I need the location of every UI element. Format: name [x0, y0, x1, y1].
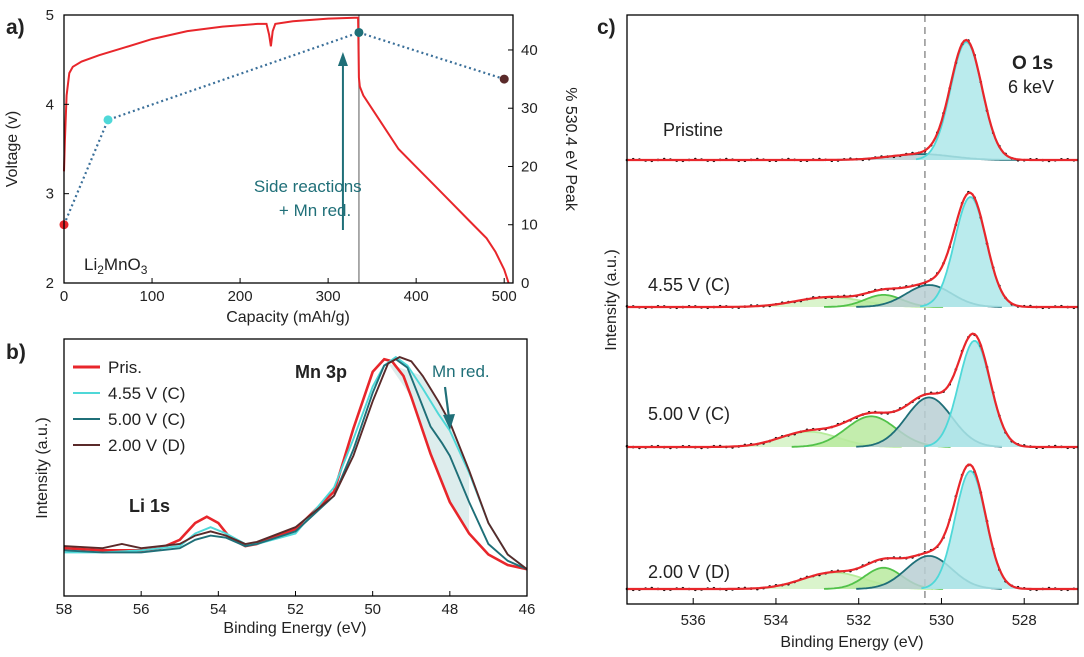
x-tick-label: 58: [56, 601, 73, 618]
x-tick-label: 46: [519, 601, 536, 618]
panel-b-ylabel: Intensity (a.u.): [34, 417, 51, 518]
x-tick-label: 50: [364, 601, 381, 618]
panel-c-ylabel: Intensity (a.u.): [603, 249, 620, 350]
panel-a-voltage-chart: a) 0 100 200 300 400 500 2 3 4 5 0 10 20 30 40 Capac…: [4, 7, 579, 326]
peak-percent-point: [499, 74, 509, 84]
panel-b-xlabel: Binding Energy (eV): [223, 620, 366, 637]
series-line-Pris.: [63, 357, 528, 571]
x-tick-label: 534: [763, 612, 788, 629]
y2-tick-label: 10: [521, 217, 538, 234]
x-tick-label: 200: [228, 288, 253, 305]
legend-label: 4.55 V (C): [108, 384, 185, 403]
mn-red-arrow: [443, 386, 455, 430]
voltage-curve: [63, 16, 510, 284]
series-line-4.55 V (C): [64, 355, 528, 570]
x-tick-label: 500: [492, 288, 517, 305]
x-tick-label: 536: [681, 612, 706, 629]
panel-b-mn3p-chart: b) 58 56 54 52 50 48 46 Binding Energy (eV) In…: [6, 338, 536, 637]
annotation-arrow-head: [337, 52, 348, 66]
sample-label: Li2MnO3: [84, 255, 148, 277]
y2-tick-label: 20: [521, 158, 538, 175]
panel-c-subtitle: 6 keV: [1008, 77, 1054, 97]
x-tick-label: 52: [287, 601, 304, 618]
x-tick-label: 528: [1012, 612, 1037, 629]
x-tick-label: 56: [133, 601, 150, 618]
envelope-line: [627, 38, 1078, 162]
x-tick-label: 532: [846, 612, 871, 629]
legend-label: 5.00 V (C): [108, 410, 185, 429]
x-tick-label: 530: [929, 612, 954, 629]
arrow-head: [443, 414, 455, 430]
annotation-text: Side reactions: [254, 177, 362, 196]
li1s-peak-label: Li 1s: [129, 496, 170, 516]
y-tick-label: 2: [46, 275, 54, 292]
y-tick-label: 4: [46, 96, 54, 113]
panel-b-label: b): [6, 341, 26, 364]
mn3p-peak-label: Mn 3p: [295, 362, 347, 382]
panel-c-title: O 1s: [1012, 53, 1053, 74]
spectrum-label: 5.00 V (C): [648, 404, 730, 424]
spectrum-label: 4.55 V (C): [648, 275, 730, 295]
peak-percent-line: [62, 31, 505, 226]
x-tick-label: 100: [140, 288, 165, 305]
panel-a-y2label: % 530.4 eV Peak: [562, 87, 579, 212]
data-points: [625, 39, 1076, 163]
panel-a-xlabel: Capacity (mAh/g): [226, 309, 350, 326]
side-reactions-annotation: Side reactions + Mn red.: [254, 52, 362, 230]
envelope-line: [627, 463, 1078, 591]
spectrum-label: Pristine: [663, 120, 723, 140]
panel-c-frame: [626, 14, 1079, 605]
spectrum-label: 2.00 V (D): [648, 562, 730, 582]
x-tick-label: 400: [404, 288, 429, 305]
x-tick-label: 54: [210, 601, 227, 618]
y-tick-label: 5: [46, 7, 54, 24]
panel-a-frame: [63, 14, 514, 284]
panel-b-legend: Pris. 4.55 V (C) 5.00 V (C) 2.00 V (D): [73, 358, 185, 455]
arrow-shaft: [443, 386, 451, 419]
peak-percent-point: [354, 27, 364, 37]
panel-a-label: a): [6, 16, 25, 39]
panel-c-label: c): [597, 16, 616, 39]
y2-tick-label: 0: [521, 275, 529, 292]
x-tick-label: 300: [316, 288, 341, 305]
mn-red-shading: [388, 363, 470, 534]
y2-tick-label: 40: [521, 42, 538, 59]
panel-c-o1s-chart: c) 536 534 532 530 528 Binding Energy (eV) I…: [597, 14, 1079, 651]
y-tick-label: 3: [46, 186, 54, 203]
y2-tick-label: 30: [521, 100, 538, 117]
peak-percent-point: [103, 115, 113, 125]
panel-a-ylabel: Voltage (v): [4, 111, 21, 187]
component-fill: [916, 42, 1016, 160]
envelope-line: [627, 332, 1078, 449]
mn-red-annotation: Mn red.: [432, 362, 490, 381]
panel-c-xlabel: Binding Energy (eV): [780, 634, 923, 651]
x-tick-label: 48: [441, 601, 458, 618]
legend-label: Pris.: [108, 358, 142, 377]
x-tick-label: 0: [60, 288, 68, 305]
series-line-5.00 V (C): [63, 358, 528, 571]
legend-label: 2.00 V (D): [108, 436, 185, 455]
envelope-line: [627, 191, 1078, 309]
annotation-text: + Mn red.: [279, 201, 351, 220]
